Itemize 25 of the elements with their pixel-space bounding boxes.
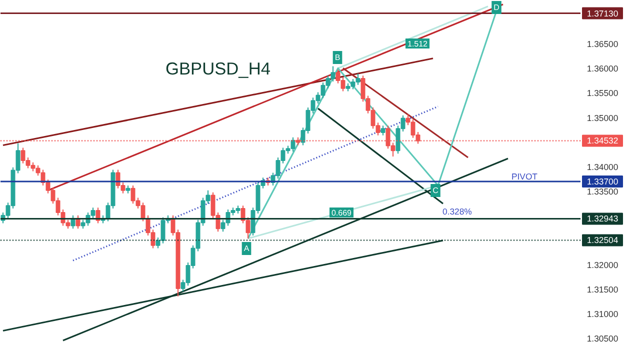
annotation: 0.328% — [442, 206, 472, 216]
annotation: PIVOT — [512, 172, 538, 182]
annotation: C — [432, 186, 439, 195]
y-tick-label: 1.34000 — [586, 162, 618, 172]
candlestick — [380, 125, 386, 136]
annotation: 0.669 — [331, 208, 352, 218]
ref-line-label: 1.32504 — [586, 235, 618, 246]
y-tick-label: 1.32000 — [586, 260, 618, 270]
y-tick-label: 1.35500 — [586, 88, 618, 98]
annotation: 1.512 — [407, 40, 428, 48]
annotation: D — [494, 3, 500, 12]
y-tick-label: 1.36000 — [586, 64, 618, 74]
y-tick-label: 1.36500 — [586, 39, 618, 50]
ref-line-label: 1.37130 — [586, 8, 618, 18]
annotation: B — [334, 53, 340, 62]
y-tick-label: 1.33500 — [586, 186, 618, 196]
ref-line-label: 1.34532 — [586, 136, 618, 146]
y-tick-label: 1.35000 — [586, 112, 618, 123]
text: GBPUSD_H4 — [166, 58, 271, 78]
y-tick-label: 1.31500 — [586, 284, 618, 295]
ref-line-label: 1.33700 — [586, 176, 618, 187]
y-tick-label: 1.31000 — [586, 309, 618, 320]
ref-line-label: 1.32943 — [586, 214, 618, 224]
y-tick-label: 1.30500 — [586, 334, 618, 342]
annotation: A — [244, 244, 250, 253]
